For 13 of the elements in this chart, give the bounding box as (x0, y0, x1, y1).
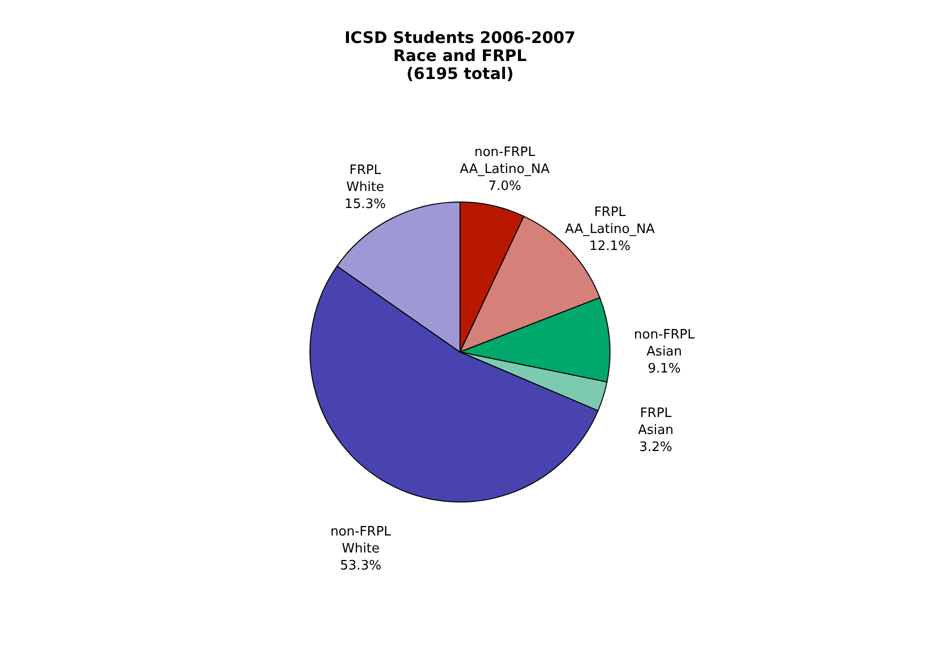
slice-label: non-FRPL AA_Latino_NA (460, 144, 550, 177)
data-label: 9.1% (648, 362, 681, 377)
data-label: 53.3% (340, 558, 382, 574)
slice-label: FRPL AA_Latino_NA (564, 205, 655, 238)
slice-label: FRPL Asian (638, 406, 674, 438)
slice-label: non-FRPL Asian (634, 328, 696, 360)
data-label: 3.2% (639, 440, 672, 455)
data-label: 7.0% (488, 178, 522, 194)
slice-label: FRPL White (346, 163, 384, 196)
data-label: 12.1% (589, 239, 631, 254)
chart-title: ICSD Students 2006-2007 Race and FRPL (6195 total) (344, 28, 576, 83)
slice-label: non-FRPL White (330, 524, 392, 556)
data-label: 15.3% (344, 197, 386, 212)
